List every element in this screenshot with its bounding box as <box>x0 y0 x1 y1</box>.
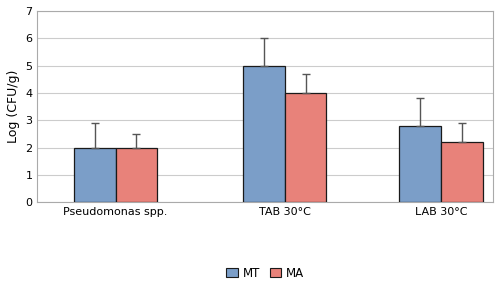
Bar <box>441 142 482 202</box>
Legend: MT, MA: MT, MA <box>222 262 309 281</box>
Y-axis label: Log (CFU/g): Log (CFU/g) <box>7 70 20 143</box>
Bar <box>116 148 157 202</box>
Bar <box>285 93 327 202</box>
Bar <box>74 148 116 202</box>
Bar <box>400 126 441 202</box>
Bar <box>243 66 285 202</box>
